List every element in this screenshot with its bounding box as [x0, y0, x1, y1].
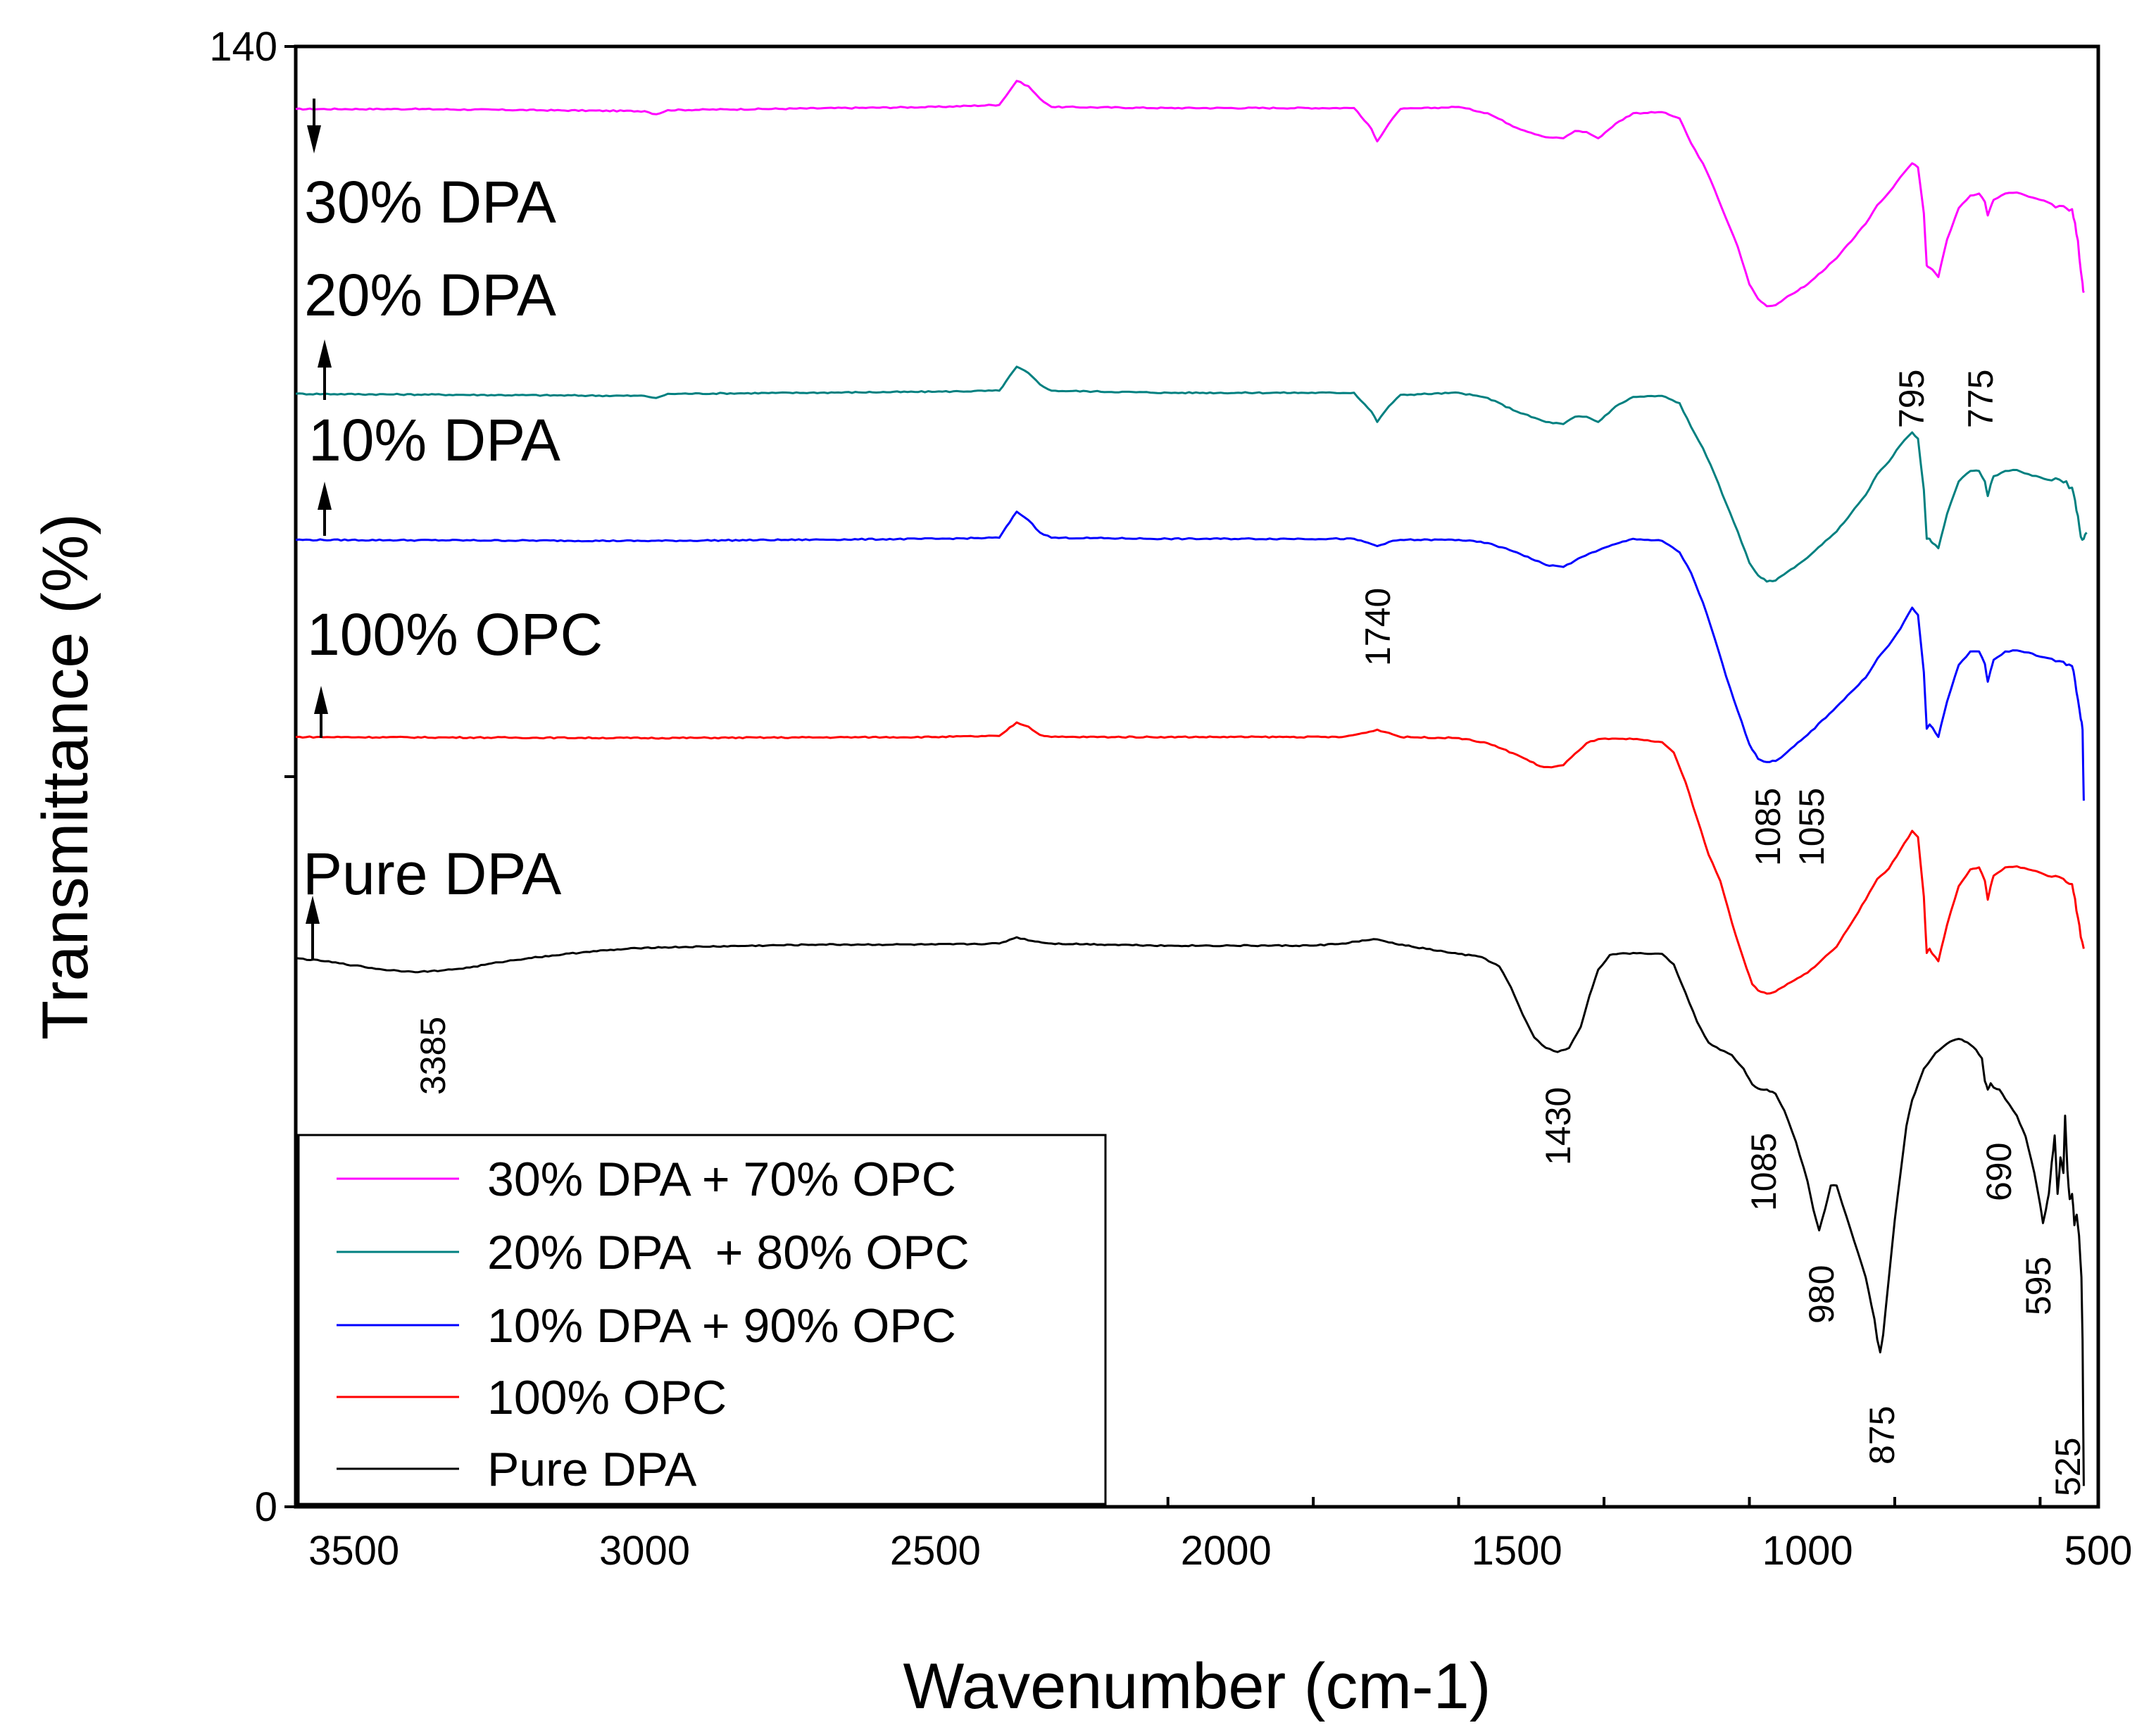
- x-tick-label: 1500: [1472, 1528, 1562, 1574]
- peak-label: 875: [1862, 1406, 1902, 1465]
- y-tick-label: 140: [209, 24, 277, 70]
- series-line-2: [295, 510, 2085, 801]
- peak-label: 525: [2048, 1438, 2088, 1496]
- legend-label: Pure DPA: [487, 1443, 697, 1496]
- series-line-1: [295, 365, 2088, 583]
- x-tick-label: 3500: [308, 1528, 399, 1574]
- curve-label-100-opc: 100% OPC: [307, 601, 603, 667]
- arrow-up-icon: [314, 686, 328, 738]
- x-tick-label: 1000: [1762, 1528, 1853, 1574]
- peak-label: 1085: [1744, 1133, 1784, 1211]
- peak-label: 1430: [1538, 1087, 1578, 1165]
- peak-labels: 3385 1430 1740 1085 1055 1085 980 875 79…: [413, 370, 2088, 1496]
- legend-label: 30% DPA + 70% OPC: [487, 1153, 956, 1206]
- x-tick-label: 500: [2064, 1528, 2133, 1574]
- curve-annotations: 30% DPA 20% DPA 10% DPA 100% OPC Pure DP…: [303, 99, 603, 960]
- peak-label: 980: [1802, 1265, 1841, 1324]
- legend-label: 100% OPC: [487, 1371, 727, 1424]
- legend-label: 10% DPA + 90% OPC: [487, 1299, 956, 1353]
- arrow-up-icon: [306, 896, 320, 960]
- x-axis-title: Wavenumber (cm-1): [903, 1650, 1491, 1722]
- arrow-up-icon: [318, 339, 332, 400]
- peak-label: 775: [1961, 370, 2000, 428]
- curve-label-30-dpa: 30% DPA: [304, 169, 556, 235]
- arrow-up-icon: [318, 482, 332, 536]
- x-tick-label: 2500: [890, 1528, 981, 1574]
- peak-label: 595: [2019, 1257, 2058, 1315]
- x-axis-ticks: 3500 3000 2500 2000 1500 1000 500: [294, 1497, 2133, 1574]
- series-line-0: [295, 80, 2085, 308]
- peak-label: 1740: [1358, 588, 1398, 666]
- peak-label: 795: [1892, 370, 1931, 428]
- x-tick-label: 3000: [599, 1528, 690, 1574]
- y-tick-label: 0: [255, 1484, 277, 1530]
- y-axis-title: Transmittance (%): [30, 513, 101, 1040]
- curve-label-10-dpa: 10% DPA: [308, 407, 560, 473]
- legend: 30% DPA + 70% OPC 20% DPA + 80% OPC 10% …: [297, 1134, 1107, 1505]
- series-line-3: [295, 721, 2085, 995]
- legend-box: [297, 1134, 1107, 1505]
- spectra-layer: [295, 80, 2088, 1486]
- legend-label: 20% DPA + 80% OPC: [487, 1226, 970, 1279]
- curve-label-20-dpa: 20% DPA: [304, 262, 556, 328]
- y-axis-ticks: 140 0: [209, 24, 296, 1530]
- series-line-4: [295, 936, 2085, 1486]
- peak-label: 1085: [1748, 788, 1788, 866]
- curve-label-pure-dpa: Pure DPA: [303, 841, 561, 907]
- peak-label: 1055: [1792, 788, 1831, 866]
- arrow-down-icon: [307, 99, 321, 153]
- peak-label: 690: [1979, 1143, 2019, 1201]
- peak-label: 3385: [413, 1017, 453, 1095]
- x-tick-label: 2000: [1181, 1528, 1272, 1574]
